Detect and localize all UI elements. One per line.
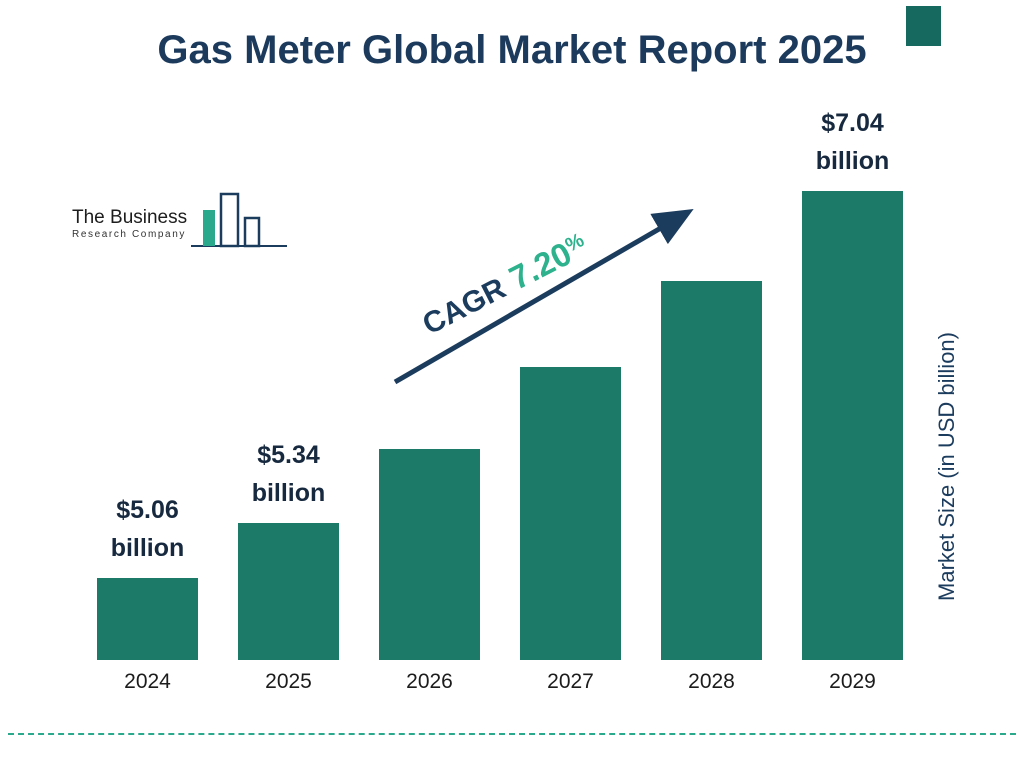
bar-2029 — [802, 191, 903, 660]
bar-column-2029: $7.04 billion 2029 — [802, 109, 903, 693]
bar-2027 — [520, 367, 621, 660]
bar-column-2024: $5.06 billion 2024 — [97, 160, 198, 693]
bar-column-2026: 2026 — [379, 160, 480, 693]
logo-company-subtitle: Research Company — [72, 229, 186, 240]
y-axis-label: Market Size (in USD billion) — [934, 332, 959, 601]
bar-2028 — [661, 281, 762, 660]
cagr-arrow — [393, 208, 694, 385]
bar-2024 — [97, 578, 198, 660]
bar-value-label-2024: $5.06 billion — [110, 495, 185, 563]
bar-column-2027: 2027 — [520, 160, 621, 693]
bars-row: $5.06 billion 2024 $5.34 billion 2025 2026 20… — [97, 109, 903, 693]
x-axis-label-2028: 2028 — [688, 670, 735, 693]
x-axis-label-2024: 2024 — [124, 670, 171, 693]
x-axis-label-2029: 2029 — [829, 670, 876, 693]
corner-accent-square — [906, 6, 941, 46]
bar-2026 — [379, 449, 480, 660]
x-axis-label-2026: 2026 — [406, 670, 453, 693]
x-axis-label-2025: 2025 — [265, 670, 312, 693]
logo-text: The Business Research Company — [72, 207, 188, 250]
bottom-dashed-divider — [8, 733, 1016, 735]
company-logo: The Business Research Company — [72, 188, 288, 250]
logo-company-name: The Business — [72, 207, 188, 229]
bar-value-label-2025: $5.34 billion — [251, 440, 326, 508]
bar-column-2028: 2028 — [661, 160, 762, 693]
logo-bar-chart-icon — [191, 192, 288, 248]
bar-column-2025: $5.34 billion 2025 — [238, 160, 339, 693]
bar-value-label-2029: $7.04 billion — [815, 108, 890, 176]
chart-title: Gas Meter Global Market Report 2025 — [157, 28, 867, 72]
bar-2025 — [238, 523, 339, 660]
x-axis-label-2027: 2027 — [547, 670, 594, 693]
